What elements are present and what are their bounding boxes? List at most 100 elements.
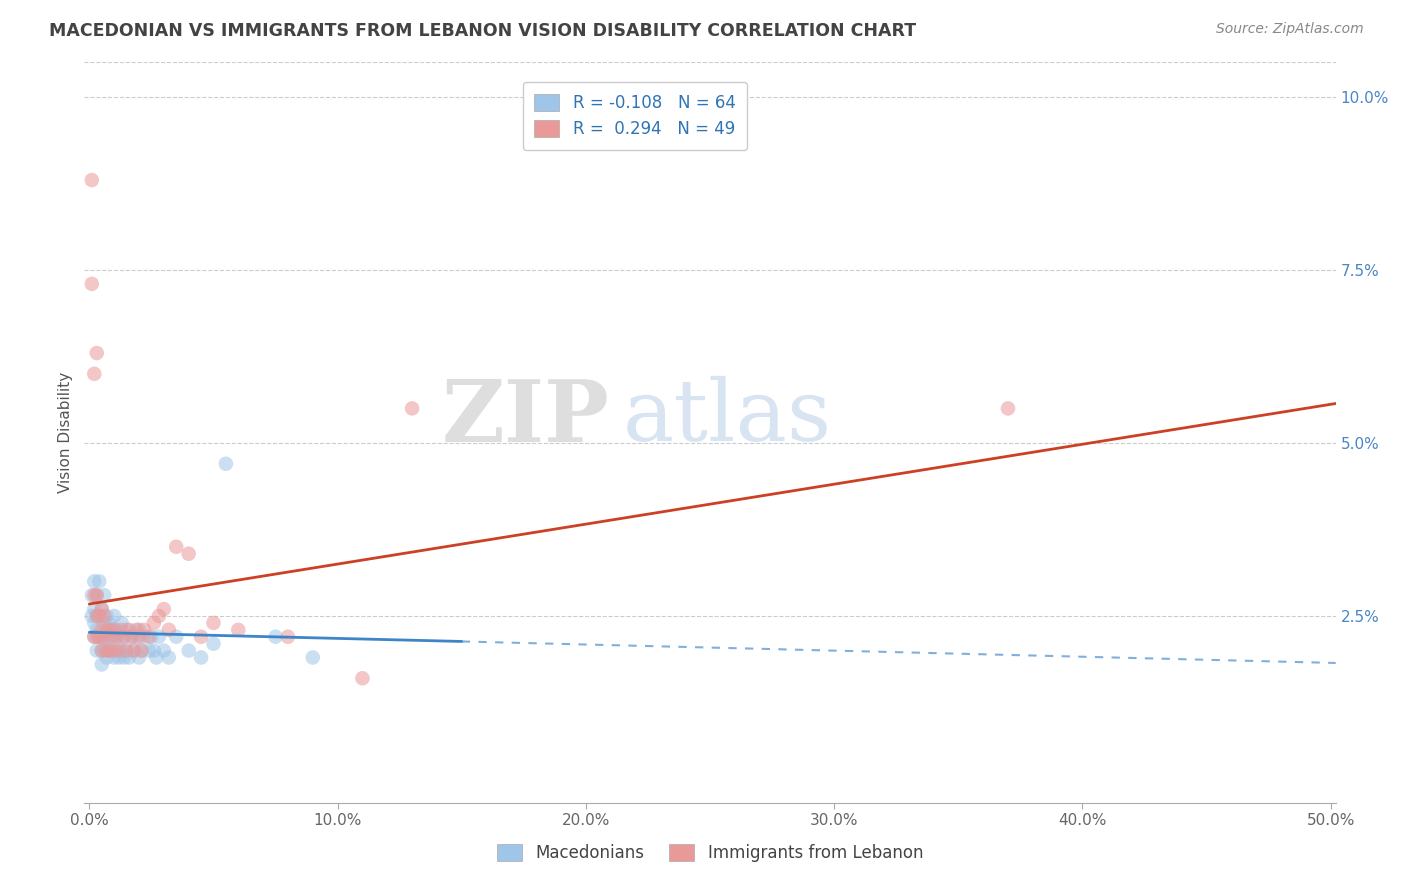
- Point: [103, 609, 125, 624]
- Point: [110, 643, 132, 657]
- Point: [157, 650, 180, 665]
- Text: MACEDONIAN VS IMMIGRANTS FROM LEBANON VISION DISABILITY CORRELATION CHART: MACEDONIAN VS IMMIGRANTS FROM LEBANON VI…: [49, 22, 917, 40]
- Point: [128, 630, 150, 644]
- Point: [108, 650, 131, 665]
- Point: [215, 457, 238, 471]
- Legend: Macedonians, Immigrants from Lebanon: Macedonians, Immigrants from Lebanon: [491, 837, 929, 869]
- Point: [86, 609, 108, 624]
- Point: [90, 657, 112, 672]
- Point: [165, 540, 187, 554]
- Point: [103, 623, 125, 637]
- Point: [90, 602, 112, 616]
- Point: [100, 630, 122, 644]
- Point: [226, 623, 249, 637]
- Point: [142, 643, 165, 657]
- Point: [105, 623, 128, 637]
- Point: [86, 609, 108, 624]
- Point: [141, 630, 163, 644]
- Point: [96, 643, 118, 657]
- Point: [80, 277, 103, 291]
- Point: [96, 623, 118, 637]
- Point: [83, 630, 105, 644]
- Point: [103, 650, 125, 665]
- Point: [90, 602, 112, 616]
- Point: [93, 630, 115, 644]
- Point: [131, 643, 153, 657]
- Point: [89, 630, 111, 644]
- Point: [93, 609, 115, 624]
- Point: [98, 643, 121, 657]
- Point: [997, 401, 1019, 416]
- Point: [98, 630, 121, 644]
- Point: [86, 643, 108, 657]
- Point: [110, 615, 132, 630]
- Point: [86, 346, 108, 360]
- Point: [122, 643, 145, 657]
- Point: [121, 630, 143, 644]
- Point: [128, 623, 150, 637]
- Point: [90, 623, 112, 637]
- Point: [301, 650, 323, 665]
- Point: [83, 630, 105, 644]
- Point: [89, 609, 111, 624]
- Point: [177, 643, 200, 657]
- Point: [125, 623, 148, 637]
- Point: [118, 650, 141, 665]
- Point: [115, 643, 138, 657]
- Text: Source: ZipAtlas.com: Source: ZipAtlas.com: [1216, 22, 1364, 37]
- Point: [100, 643, 122, 657]
- Point: [131, 643, 153, 657]
- Point: [98, 643, 121, 657]
- Point: [89, 630, 111, 644]
- Point: [145, 650, 167, 665]
- Point: [105, 643, 128, 657]
- Point: [90, 630, 112, 644]
- Point: [100, 623, 122, 637]
- Point: [153, 643, 176, 657]
- Point: [98, 623, 121, 637]
- Point: [105, 630, 128, 644]
- Point: [86, 630, 108, 644]
- Point: [98, 615, 121, 630]
- Point: [80, 609, 103, 624]
- Point: [93, 630, 115, 644]
- Point: [132, 630, 155, 644]
- Point: [93, 615, 115, 630]
- Point: [80, 588, 103, 602]
- Point: [125, 630, 148, 644]
- Point: [264, 630, 287, 644]
- Point: [83, 574, 105, 589]
- Point: [86, 623, 108, 637]
- Point: [83, 588, 105, 602]
- Point: [153, 602, 176, 616]
- Point: [202, 615, 225, 630]
- Point: [277, 630, 299, 644]
- Point: [83, 367, 105, 381]
- Y-axis label: Vision Disability: Vision Disability: [58, 372, 73, 493]
- Point: [103, 643, 125, 657]
- Point: [83, 615, 105, 630]
- Point: [96, 650, 118, 665]
- Point: [352, 671, 374, 685]
- Point: [80, 173, 103, 187]
- Point: [165, 630, 187, 644]
- Point: [115, 643, 138, 657]
- Point: [122, 643, 145, 657]
- Point: [138, 643, 160, 657]
- Point: [90, 643, 112, 657]
- Point: [93, 643, 115, 657]
- Point: [202, 637, 225, 651]
- Point: [89, 609, 111, 624]
- Point: [112, 630, 135, 644]
- Text: ZIP: ZIP: [441, 376, 610, 459]
- Point: [142, 615, 165, 630]
- Point: [112, 650, 135, 665]
- Point: [103, 630, 125, 644]
- Point: [112, 630, 135, 644]
- Point: [110, 623, 132, 637]
- Point: [108, 643, 131, 657]
- Point: [96, 609, 118, 624]
- Point: [86, 588, 108, 602]
- Point: [115, 623, 138, 637]
- Point: [401, 401, 423, 416]
